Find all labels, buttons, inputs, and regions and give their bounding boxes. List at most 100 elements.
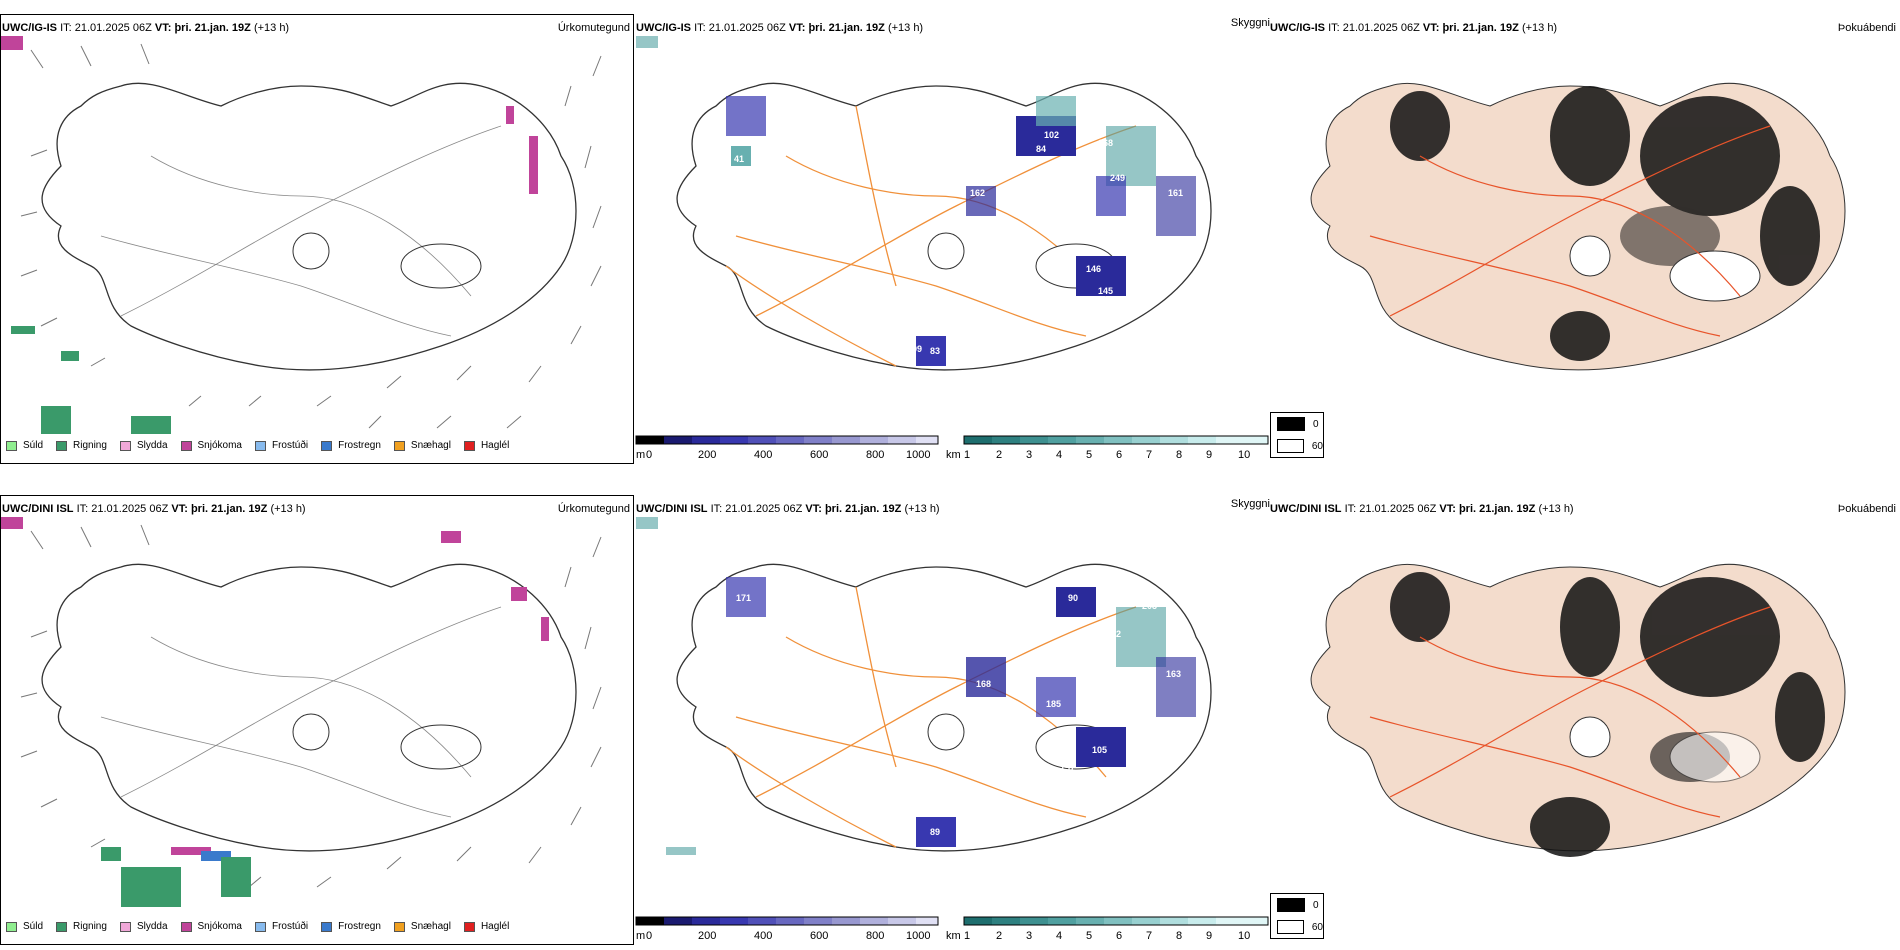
fog-legend-item: 60 — [1271, 916, 1323, 938]
visibility-cells — [636, 36, 1196, 366]
iceland-outline — [41, 82, 577, 371]
fog-legend-label: 60 — [1311, 921, 1323, 933]
legend-swatch — [254, 921, 266, 932]
precip-cells — [1, 36, 538, 434]
vis-value: 102 — [1044, 130, 1059, 140]
vt-label: VT: — [1422, 22, 1440, 34]
legend-label: Súld — [23, 921, 44, 932]
model-name: UWC/DINI ISL — [2, 503, 74, 515]
vis-value: 168 — [976, 679, 991, 689]
legend-swatch — [56, 440, 68, 451]
it-label: IT: — [76, 503, 89, 515]
colorbar-tick: 8 — [1176, 930, 1182, 942]
visibility-colorbar-row1: m 0 200 400 600 800 1000 km 1 2 3 4 5 6 … — [635, 435, 1269, 461]
colorbar-tick: 1 — [964, 930, 970, 942]
it-value: 21.01.2025 06Z — [1359, 503, 1437, 515]
road-network — [100, 606, 502, 818]
fog-title: Þokuábendi — [1837, 503, 1896, 515]
legend-item: Frostregn — [321, 440, 381, 451]
vis-value: 168 — [1098, 138, 1113, 148]
colorbar-tick: 2 — [996, 449, 1002, 461]
fog-legend-item: 0 — [1271, 894, 1323, 916]
vt-value: þri. 21.jan. 19Z — [1442, 22, 1519, 34]
precip-type-map-row2 — [1, 517, 602, 907]
vis-value: 249 — [1110, 173, 1125, 183]
glacier — [1669, 731, 1761, 783]
precip-type-title: Úrkomutegund — [557, 503, 630, 515]
colorbar-tick: 10 — [1238, 449, 1250, 461]
colorbar-tick: 5 — [1086, 449, 1092, 461]
legend-item: Frostúði — [254, 921, 309, 932]
iceland-outline — [41, 563, 577, 852]
colorbar-tick: 0 — [646, 449, 652, 461]
model-name: UWC/IG-IS — [2, 22, 57, 34]
legend-label: Slydda — [136, 921, 168, 932]
fog-legend-item: 0 — [1271, 413, 1323, 435]
colorbar-tick: 200 — [698, 930, 716, 942]
precip-type-map-row1 — [1, 36, 602, 434]
precip-cells — [1, 517, 549, 907]
colorbar-tick: 10 — [1238, 930, 1250, 942]
vt-value: þri. 21.jan. 19Z — [174, 22, 251, 34]
it-value: 21.01.2025 06Z — [91, 503, 169, 515]
legend-swatch — [393, 440, 405, 451]
legend-swatch — [56, 921, 68, 932]
visibility-title: Skyggni — [1230, 17, 1270, 29]
road-network — [100, 125, 502, 337]
legend-item: Frostregn — [321, 921, 381, 932]
lead-time: (+13 h) — [1521, 22, 1558, 34]
legend-item: Rigning — [56, 921, 107, 932]
colorbar-unit-m: m — [636, 449, 645, 461]
lead-time: (+13 h) — [904, 503, 940, 515]
lead-time: (+13 h) — [270, 503, 306, 515]
it-label: IT: — [1344, 503, 1357, 515]
colorbar-tick: 6 — [1116, 449, 1122, 461]
vt-label: VT: — [788, 22, 806, 34]
vis-value: 157 — [1060, 763, 1075, 773]
vis-value: 84 — [1036, 144, 1046, 154]
it-label: IT: — [60, 22, 72, 34]
visibility-title: Skyggni — [1230, 498, 1270, 510]
fog-shading — [1390, 86, 1820, 361]
colorbar-km — [963, 435, 1269, 445]
colorbar-tick: 1000 — [906, 930, 930, 942]
vt-label: VT: — [805, 503, 822, 515]
legend-label: Rigning — [73, 921, 107, 932]
iceland-outline — [676, 563, 1212, 852]
legend-label: Frostúði — [271, 440, 309, 451]
panel-header-row2-b: UWC/DINI ISL IT: 21.01.2025 06Z VT: þri.… — [636, 503, 940, 516]
colorbar-tick: 400 — [754, 449, 772, 461]
colorbar-tick: 400 — [754, 930, 772, 942]
colorbar-tick: 3 — [1026, 449, 1032, 461]
fog-title: Þokuábendi — [1837, 22, 1896, 34]
wind-barbs — [20, 43, 602, 429]
legend-label: Snjókoma — [197, 921, 242, 932]
glacier — [1569, 716, 1611, 758]
colorbar-tick: 600 — [810, 930, 828, 942]
fog-map-row1 — [1310, 82, 1846, 371]
visibility-cells — [636, 517, 1196, 855]
legend-swatch — [463, 921, 475, 932]
legend-item: Snjókoma — [180, 921, 242, 932]
vis-value: 90 — [1068, 593, 1078, 603]
legend-item: Súld — [6, 921, 43, 932]
legend-swatch — [180, 440, 192, 451]
legend-swatch — [6, 921, 17, 932]
colorbar-tick: 9 — [1206, 449, 1212, 461]
legend-item: Snæhagl — [393, 921, 451, 932]
vt-label: VT: — [1439, 503, 1456, 515]
lead-time: (+13 h) — [1538, 503, 1574, 515]
panel-header-row1-b: UWC/IG-IS IT: 21.01.2025 06Z VT: þri. 21… — [636, 22, 923, 35]
colorbar-tick: 800 — [866, 449, 884, 461]
colorbar-unit-km: km — [946, 449, 961, 461]
colorbar-tick: 200 — [698, 449, 716, 461]
fog-shading — [1390, 572, 1825, 857]
glacier — [292, 713, 330, 751]
colorbar-tick: 800 — [866, 930, 884, 942]
legend-label: Súld — [23, 440, 44, 451]
glacier — [927, 713, 965, 751]
legend-label: Haglél — [480, 921, 510, 932]
legend-label: Frostúði — [271, 921, 309, 932]
it-value: 21.01.2025 06Z — [1342, 22, 1420, 34]
model-name: UWC/IG-IS — [636, 22, 691, 34]
